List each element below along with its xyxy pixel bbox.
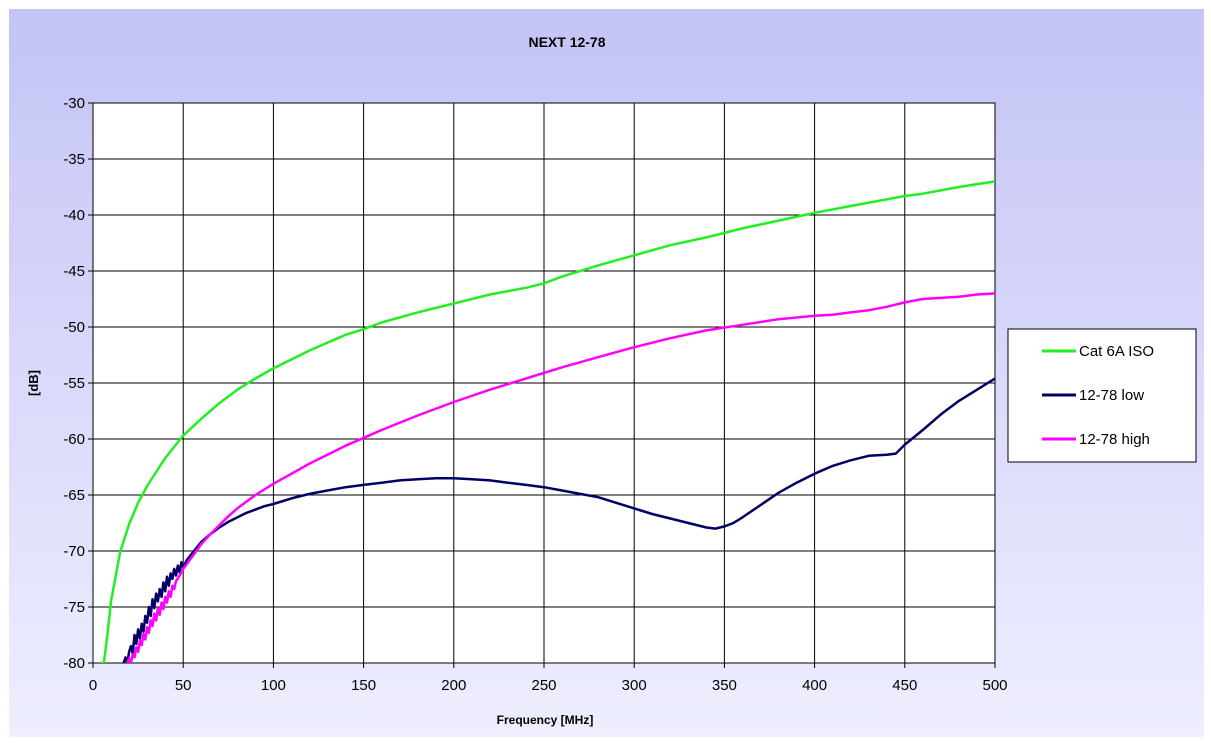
legend: Cat 6A ISO 12-78 low 12-78 high [1007,328,1197,463]
legend-label: 12-78 low [1079,387,1144,404]
x-tick-label: 200 [441,677,466,694]
series-line-12-78-high [126,292,995,663]
x-axis-label: Frequency [MHz] [497,713,594,727]
series-line-12-78-low [122,377,995,663]
y-tick-label: -50 [63,319,85,336]
x-tick-label: 150 [351,677,376,694]
series-lines [100,180,995,663]
y-tick-label: -70 [63,543,85,560]
y-tick-label: -45 [63,263,85,280]
x-tick-label: 0 [89,677,97,694]
y-tick-label: -35 [63,151,85,168]
legend-label: Cat 6A ISO [1079,343,1154,360]
y-tick-label: -55 [63,375,85,392]
x-tick-label: 100 [261,677,286,694]
x-tick-label: 350 [712,677,737,694]
y-tick-label: -30 [63,95,85,112]
x-tick-label: 400 [802,677,827,694]
x-tick-label: 300 [622,677,647,694]
x-tick-label: 450 [892,677,917,694]
y-tick-label: -80 [63,655,85,672]
y-axis-label: [dB] [26,370,41,396]
x-tick-label: 250 [531,677,556,694]
legend-label: 12-78 high [1079,431,1150,448]
x-tick-label: 500 [982,677,1007,694]
y-tick-label: -60 [63,431,85,448]
x-tick-label: 50 [175,677,192,694]
y-tick-label: -40 [63,207,85,224]
chart-title: NEXT 12-78 [528,34,605,50]
y-tick-label: -75 [63,599,85,616]
series-line-cat-6a-iso [100,180,995,663]
legend-box [1007,328,1197,463]
y-axis-ticks: -30 -35 -40 -45 -50 -55 -60 -65 -70 -75 -80 [63,95,93,672]
x-axis-ticks: 0 50 100 150 200 250 300 350 400 450 500 [89,663,1008,694]
y-tick-label: -65 [63,487,85,504]
